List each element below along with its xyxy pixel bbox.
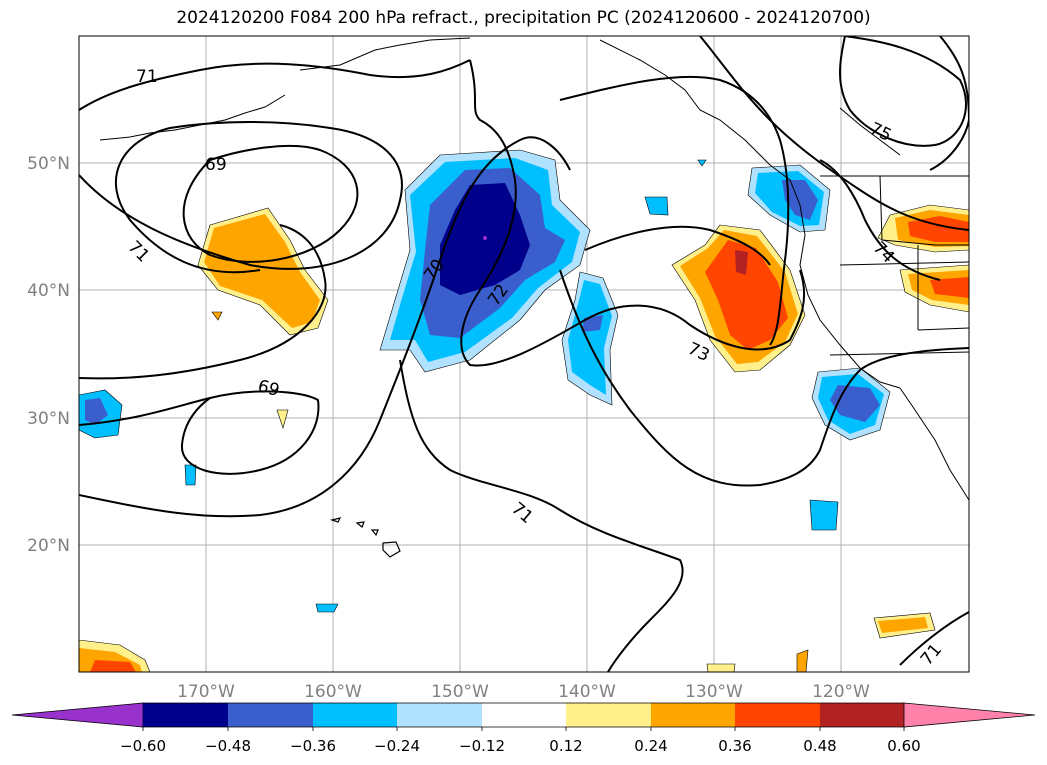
colorbar-tick-label: 0.24 — [634, 737, 667, 755]
map-title: 2024120200 F084 200 hPa refract., precip… — [176, 8, 871, 28]
hawaii-islands — [329, 517, 401, 558]
colorbar-tick-label: 0.60 — [887, 737, 920, 755]
colorbar-tick-label: −0.24 — [374, 737, 420, 755]
contour-label: 69 — [205, 155, 227, 175]
colorbar-segment — [735, 703, 820, 727]
colorbar-segment — [566, 703, 651, 727]
colorbar-tick-label: −0.36 — [290, 737, 336, 755]
colorbar-tick-label: 0.48 — [803, 737, 836, 755]
colorbar: −0.60 −0.48 −0.36 −0.24 −0.12 0.12 0.24 … — [11, 702, 1036, 755]
graticule — [79, 36, 969, 672]
lon-label: 160°W — [304, 682, 362, 702]
colorbar-segment — [651, 703, 735, 727]
lon-label: 150°W — [431, 682, 489, 702]
lon-label: 170°W — [177, 682, 235, 702]
lat-label: 20°N — [27, 536, 70, 556]
colorbar-tick-label: 0.36 — [718, 737, 751, 755]
colorbar-tick-label: 0.12 — [549, 737, 582, 755]
negative-anomaly-areas — [79, 149, 891, 613]
colorbar-ticks — [142, 727, 905, 731]
map-frame — [78, 35, 970, 673]
latitude-labels: 50°N 40°N 30°N 20°N — [27, 154, 70, 556]
lon-label: 140°W — [558, 682, 616, 702]
lon-label: 120°W — [812, 682, 870, 702]
colorbar-max-extend — [903, 702, 1036, 728]
colorbar-min-extend — [11, 702, 144, 728]
refractivity-contours — [79, 36, 969, 672]
contour-label: 73 — [684, 339, 712, 366]
colorbar-segment — [313, 703, 397, 727]
colorbar-segment — [397, 703, 482, 727]
contour-label: 71 — [507, 499, 536, 528]
lon-label: 130°W — [685, 682, 743, 702]
colorbar-tick-label: −0.12 — [459, 737, 505, 755]
contour-label: 69 — [256, 376, 282, 401]
contour-label: 75 — [866, 119, 894, 146]
contour-label: 71 — [136, 67, 158, 87]
colorbar-tick-label: −0.48 — [205, 737, 251, 755]
colorbar-segment — [228, 703, 313, 727]
colorbar-segment — [482, 703, 566, 727]
map-plot-area: 71 69 71 70 72 69 73 71 75 74 71 — [79, 36, 969, 672]
colorbar-segment — [143, 703, 228, 727]
lat-label: 30°N — [27, 409, 70, 429]
lat-label: 40°N — [27, 281, 70, 301]
coastlines — [99, 37, 969, 501]
contour-label: 71 — [124, 237, 153, 266]
lat-label: 50°N — [27, 154, 70, 174]
colorbar-tick-label: −0.60 — [120, 737, 166, 755]
colorbar-segment — [820, 703, 904, 727]
longitude-labels: 170°W 160°W 150°W 140°W 130°W 120°W — [177, 682, 870, 702]
